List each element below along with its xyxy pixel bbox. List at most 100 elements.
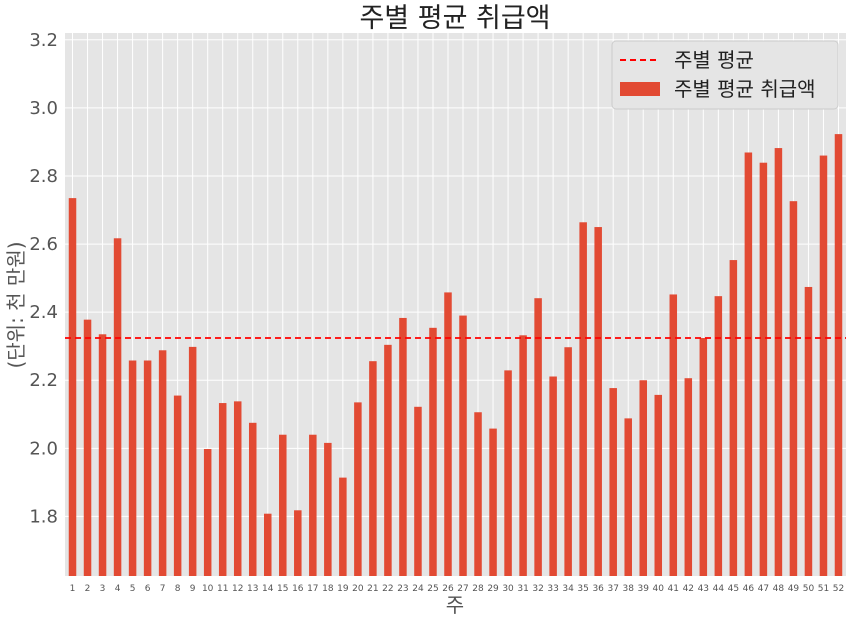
bar-week-33 bbox=[549, 376, 557, 576]
bar-week-12 bbox=[233, 401, 242, 576]
x-tick-label: 37 bbox=[607, 584, 618, 594]
x-tick-label: 44 bbox=[713, 584, 725, 594]
x-tick-label: 21 bbox=[367, 584, 378, 594]
bar-week-27 bbox=[459, 315, 467, 576]
bar-week-14 bbox=[264, 513, 272, 576]
x-tick-label: 5 bbox=[130, 584, 136, 594]
x-tick-label: 7 bbox=[160, 584, 166, 594]
y-tick-labels: 1.8 2.0 2.2 2.4 2.6 2.8 3.0 3.2 bbox=[29, 30, 58, 528]
x-tick-label: 24 bbox=[412, 584, 424, 594]
bar-week-44 bbox=[714, 296, 723, 576]
x-tick-label: 43 bbox=[698, 584, 709, 594]
x-tick-label: 39 bbox=[638, 584, 650, 594]
bar-week-49 bbox=[789, 201, 798, 576]
y-tick-label: 2.0 bbox=[29, 438, 58, 459]
bar-week-21 bbox=[369, 361, 377, 576]
bars bbox=[68, 134, 843, 577]
x-tick-label: 47 bbox=[758, 584, 769, 594]
bar-week-36 bbox=[594, 227, 602, 576]
x-tick-label: 48 bbox=[773, 584, 785, 594]
bar-week-45 bbox=[729, 260, 738, 576]
bar-week-7 bbox=[158, 350, 167, 576]
y-tick-label: 2.4 bbox=[29, 302, 58, 323]
x-tick-label: 14 bbox=[262, 584, 274, 594]
bar-week-13 bbox=[248, 422, 257, 576]
x-tick-label: 49 bbox=[788, 584, 800, 594]
y-tick-label: 1.8 bbox=[29, 506, 58, 527]
x-axis-label: 주 bbox=[446, 593, 464, 617]
bar-week-28 bbox=[474, 412, 482, 576]
bar-week-26 bbox=[444, 292, 452, 576]
bar-week-51 bbox=[819, 155, 828, 577]
x-tick-label: 17 bbox=[307, 584, 318, 594]
x-tick-label: 26 bbox=[442, 584, 454, 594]
bar-week-11 bbox=[218, 403, 227, 576]
x-tick-label: 42 bbox=[683, 584, 694, 594]
bar-week-48 bbox=[774, 148, 783, 576]
x-tick-label: 30 bbox=[502, 584, 514, 594]
bar-week-31 bbox=[519, 335, 527, 576]
bar-week-15 bbox=[279, 434, 287, 576]
x-tick-label: 8 bbox=[175, 584, 181, 594]
bar-week-2 bbox=[83, 319, 92, 576]
bar-week-6 bbox=[143, 360, 152, 576]
x-tick-labels: 1 2 3 4 5 6 7 8 9 10 11 12 13 14 15 16 17 18 19 20 21 22 23 24 2… bbox=[70, 584, 845, 594]
bar-week-18 bbox=[324, 442, 332, 576]
y-tick-label: 2.6 bbox=[29, 234, 58, 255]
bar-week-9 bbox=[188, 346, 197, 576]
bar-week-38 bbox=[624, 418, 632, 576]
x-tick-label: 4 bbox=[115, 584, 121, 594]
bar-week-17 bbox=[309, 434, 317, 576]
bar-week-47 bbox=[759, 162, 768, 576]
x-tick-label: 28 bbox=[472, 584, 484, 594]
bar-week-3 bbox=[98, 334, 107, 576]
bar-week-43 bbox=[699, 338, 708, 576]
bar-week-8 bbox=[173, 395, 182, 576]
bar-week-40 bbox=[654, 394, 663, 576]
legend-box bbox=[611, 40, 839, 110]
x-tick-label: 13 bbox=[247, 584, 258, 594]
bar-week-16 bbox=[294, 510, 302, 576]
x-tick-label: 36 bbox=[592, 584, 604, 594]
bar-week-1 bbox=[68, 198, 77, 576]
x-tick-label: 46 bbox=[743, 584, 755, 594]
bar-week-50 bbox=[804, 286, 813, 576]
x-tick-label: 2 bbox=[85, 584, 91, 594]
x-tick-label: 18 bbox=[322, 584, 334, 594]
x-tick-label: 27 bbox=[457, 584, 468, 594]
bar-week-19 bbox=[339, 477, 347, 576]
x-tick-label: 23 bbox=[397, 584, 408, 594]
bar-week-39 bbox=[639, 380, 647, 576]
x-tick-label: 10 bbox=[202, 584, 214, 594]
bar-week-46 bbox=[744, 152, 753, 576]
x-tick-label: 6 bbox=[145, 584, 151, 594]
bar-week-22 bbox=[384, 344, 392, 576]
bar-week-34 bbox=[564, 347, 572, 576]
bar-week-4 bbox=[113, 238, 122, 576]
plot-background bbox=[65, 33, 846, 576]
x-tick-label: 35 bbox=[577, 584, 588, 594]
chart-title: 주별 평균 취급액 bbox=[359, 3, 550, 34]
bar-week-23 bbox=[399, 317, 407, 576]
x-tick-label: 40 bbox=[653, 584, 665, 594]
bar-week-20 bbox=[354, 402, 362, 576]
x-tick-label: 51 bbox=[818, 584, 829, 594]
bar-week-37 bbox=[609, 388, 617, 576]
bar-week-32 bbox=[534, 298, 542, 576]
legend-bar-swatch bbox=[620, 82, 660, 96]
x-tick-label: 22 bbox=[382, 584, 393, 594]
y-tick-label: 2.2 bbox=[29, 370, 58, 391]
bar-week-30 bbox=[504, 370, 512, 576]
x-tick-label: 41 bbox=[668, 584, 679, 594]
x-tick-label: 20 bbox=[352, 584, 364, 594]
x-tick-label: 32 bbox=[532, 584, 543, 594]
bar-week-52 bbox=[834, 134, 843, 576]
x-tick-label: 29 bbox=[487, 584, 499, 594]
y-tick-label: 2.8 bbox=[29, 166, 58, 187]
x-tick-label: 19 bbox=[337, 584, 349, 594]
x-tick-label: 45 bbox=[728, 584, 739, 594]
x-tick-label: 16 bbox=[292, 584, 304, 594]
bar-week-5 bbox=[128, 360, 137, 576]
x-tick-label: 11 bbox=[217, 584, 228, 594]
